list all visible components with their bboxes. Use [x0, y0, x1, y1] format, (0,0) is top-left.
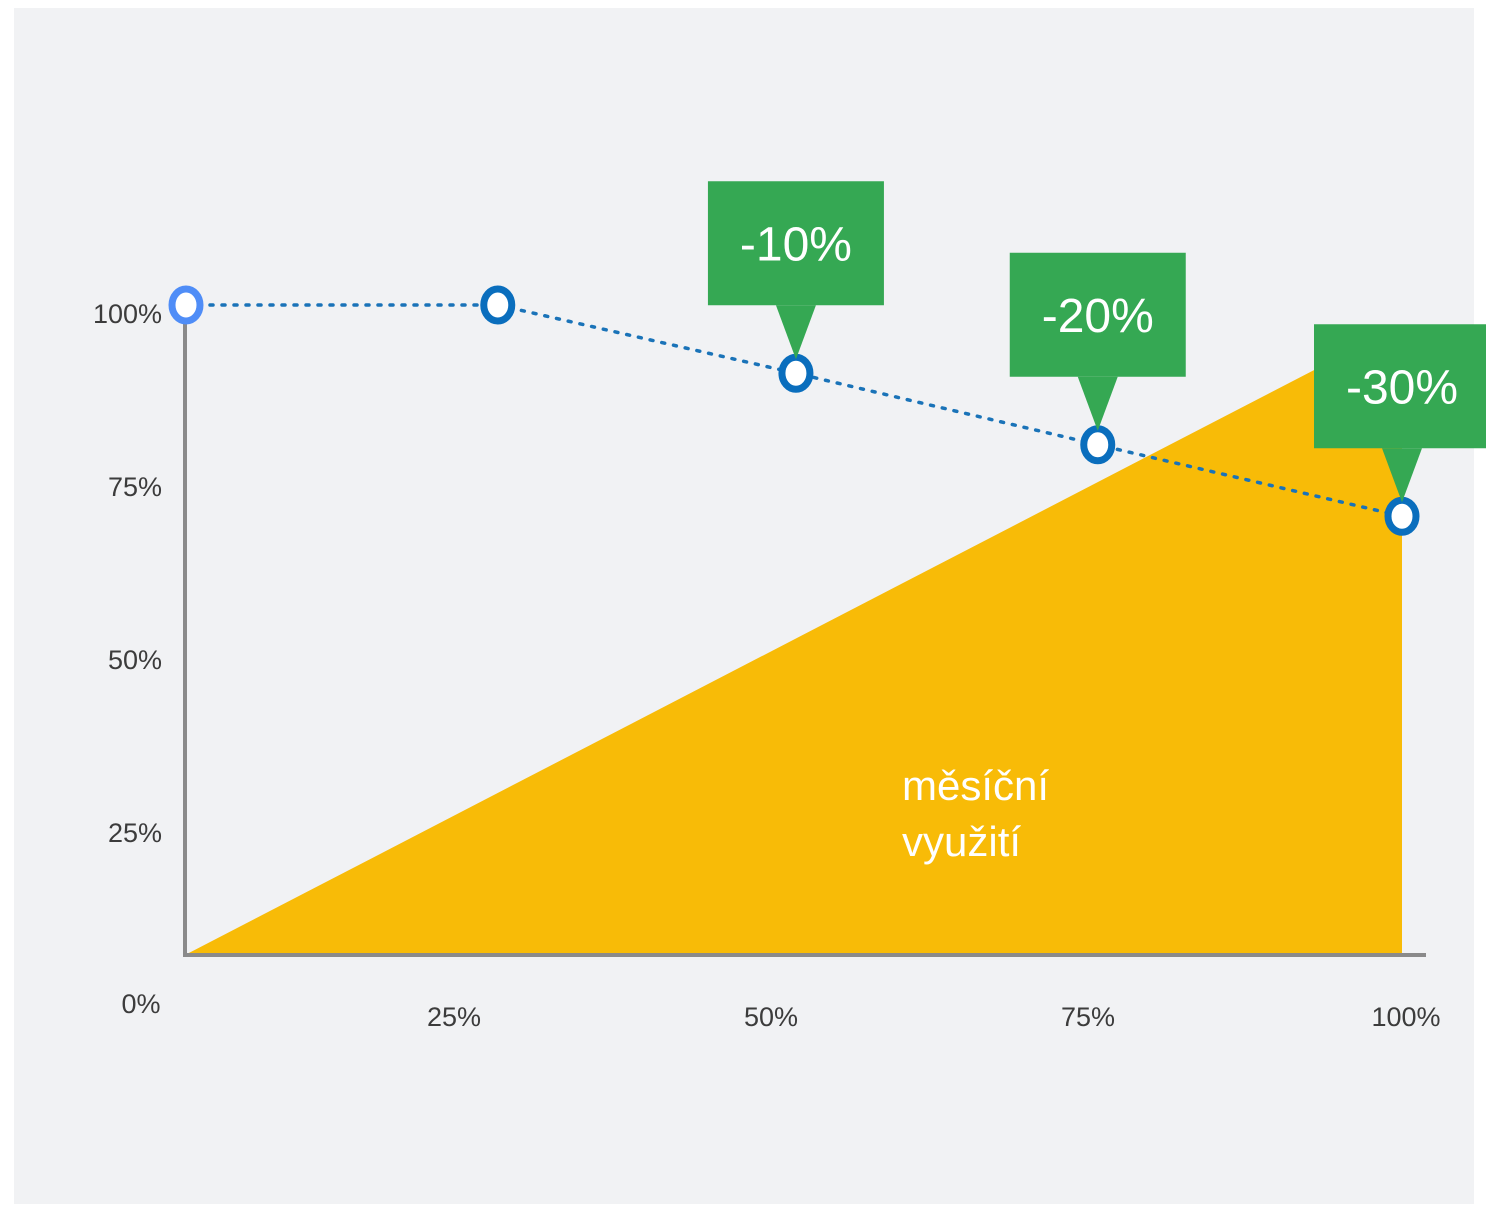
price-point [778, 353, 814, 393]
area-label-line-2: využití [902, 818, 1021, 865]
callout-pointer [1382, 448, 1422, 503]
y-tick-label: 25% [108, 818, 162, 848]
price-point [168, 285, 204, 325]
y-tick-label: 100% [93, 299, 162, 329]
x-tick-label: 50% [744, 1002, 798, 1032]
axes [183, 322, 1426, 957]
area-series-label: měsíční využití [902, 762, 1061, 865]
callout-pointer [1077, 376, 1118, 431]
price-point [1384, 496, 1420, 536]
callout-label: -30% [1346, 361, 1458, 414]
y-tick-label: 75% [108, 472, 162, 502]
price-point [1080, 425, 1116, 465]
x-tick-label: 0% [121, 989, 160, 1019]
callout-box [1009, 252, 1186, 377]
y-tick-label: 50% [108, 645, 162, 675]
discount-callouts: -10% -20% -30% [707, 181, 1486, 503]
price-point [480, 285, 516, 325]
usage-area [185, 324, 1402, 955]
discount-callout: -10% [707, 181, 884, 360]
area-label-line-1: měsíční [902, 762, 1049, 809]
y-tick-labels: 25% 50% 75% 100% [93, 299, 162, 848]
discount-callout: -30% [1314, 324, 1486, 503]
x-tick-label: 25% [427, 1002, 481, 1032]
x-tick-labels: 0% 25% 50% 75% 100% [121, 989, 1440, 1032]
discount-callout: -20% [1009, 252, 1186, 431]
x-tick-label: 100% [1371, 1002, 1440, 1032]
callout-pointer [775, 305, 816, 360]
callout-label: -10% [740, 218, 852, 271]
x-tick-label: 75% [1061, 1002, 1115, 1032]
price-line [184, 303, 1404, 518]
callout-label: -20% [1042, 290, 1154, 343]
callout-box [707, 181, 884, 306]
callout-box [1314, 324, 1486, 449]
